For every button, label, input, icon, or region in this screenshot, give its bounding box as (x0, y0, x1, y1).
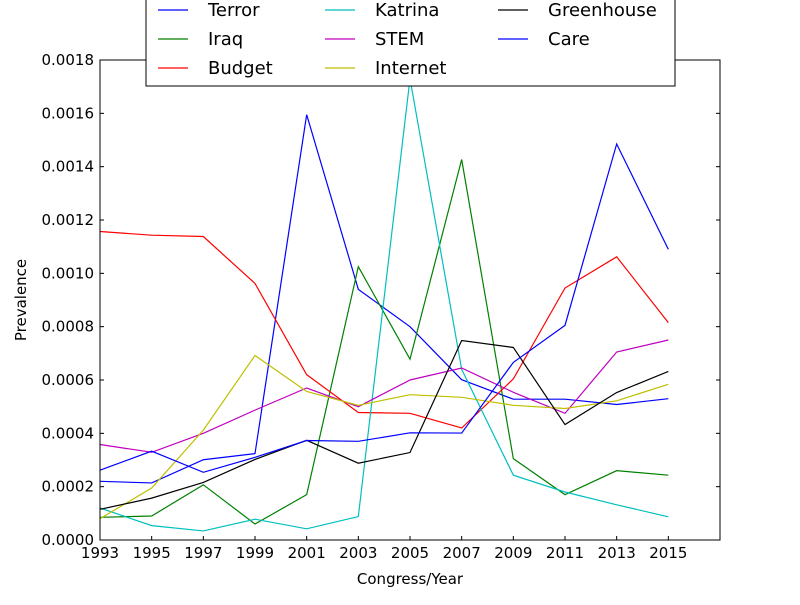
series-line-greenhouse (99, 339, 669, 510)
series-line-internet (99, 354, 669, 520)
y-tick-label: 0.0014 (42, 158, 95, 176)
y-tick-label: 0.0002 (42, 478, 95, 496)
y-axis-label: Prevalence (12, 259, 30, 341)
x-tick-label: 2005 (391, 544, 429, 562)
series-line-stem (99, 339, 669, 453)
series-line-budget (99, 230, 669, 429)
series-line-care (99, 142, 669, 473)
legend-label-greenhouse: Greenhouse (548, 0, 657, 21)
y-tick-label: 0.0004 (42, 424, 95, 442)
legend-label-internet: Internet (375, 58, 446, 79)
y-tick-label: 0.0018 (42, 51, 95, 69)
x-tick-label: 1993 (81, 544, 119, 562)
legend-label-katrina: Katrina (375, 0, 439, 21)
x-tick-label: 2003 (339, 544, 377, 562)
y-tick-label: 0.0016 (42, 104, 95, 122)
x-tick-label: 2015 (649, 544, 687, 562)
legend-label-terror: Terror (207, 0, 260, 21)
legend-box (145, 0, 676, 87)
x-tick-label: 2007 (443, 544, 481, 562)
y-tick-label: 0.0008 (42, 318, 95, 336)
series-line-iraq (99, 159, 669, 525)
legend-label-stem: STEM (375, 29, 424, 50)
y-tick-label: 0.0010 (42, 264, 95, 282)
series-line-terror (99, 114, 669, 484)
x-axis-label: Congress/Year (357, 570, 464, 588)
x-tick-label: 2001 (288, 544, 326, 562)
y-tick-label: 0.0006 (42, 371, 95, 389)
series-line-katrina (99, 78, 669, 532)
y-tick-label: 0.0012 (42, 211, 95, 229)
series-layer (99, 78, 669, 532)
x-tick-label: 2013 (598, 544, 636, 562)
y-tick-label: 0.0000 (42, 531, 95, 549)
legend-label-iraq: Iraq (208, 29, 243, 50)
legend-label-care: Care (548, 29, 590, 50)
x-tick-label: 2009 (494, 544, 532, 562)
x-tick-label: 2011 (546, 544, 584, 562)
x-tick-label: 1999 (236, 544, 274, 562)
x-tick-label: 1997 (184, 544, 222, 562)
legend: Terror Iraq Budget Katrina STEM Internet Green… (145, 0, 676, 87)
x-tick-label: 1995 (133, 544, 171, 562)
legend-label-budget: Budget (208, 58, 273, 79)
axes-layer: 1993 1995 1997 1999 2001 2003 2005 2007 2009 2011… (42, 51, 721, 562)
